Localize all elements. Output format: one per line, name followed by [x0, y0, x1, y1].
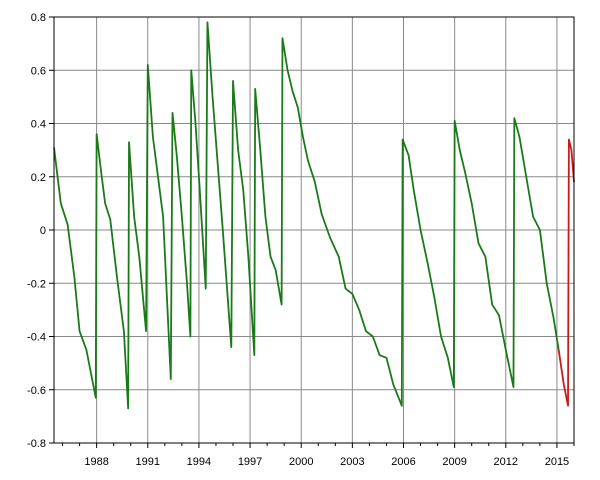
series-line-2: [557, 138, 575, 407]
y-tick-label: -0.6: [27, 385, 46, 397]
x-tick-label: 1997: [238, 456, 262, 468]
x-tick-label: 2015: [545, 456, 569, 468]
x-tick-label: 1988: [84, 456, 108, 468]
x-tick-label: 2003: [340, 456, 364, 468]
grid: [54, 17, 574, 443]
y-tick-label: 0.8: [31, 12, 46, 24]
x-tick-label: 2006: [391, 456, 415, 468]
y-tick-label: -0.2: [27, 278, 46, 290]
x-tick-label: 1994: [187, 456, 211, 468]
x-tick-label: 2009: [442, 456, 466, 468]
y-tick-label: -0.8: [27, 438, 46, 450]
y-tick-label: 0: [40, 225, 46, 237]
y-tick-label: -0.4: [27, 332, 46, 344]
ticks: [49, 16, 575, 448]
series-layer: [53, 21, 575, 410]
tick-labels: -0.8 -0.6 -0.4 -0.2 0 0.2 0.4 0.6 0.8 1988 1991 199…: [27, 12, 569, 468]
y-tick-label: 0.6: [31, 65, 46, 77]
x-tick-label: 2012: [494, 456, 518, 468]
y-tick-label: 0.2: [31, 172, 46, 184]
x-tick-label: 1991: [136, 456, 160, 468]
y-tick-label: 0.4: [31, 119, 46, 131]
series-line-1: [53, 21, 560, 410]
x-tick-label: 2000: [289, 456, 313, 468]
